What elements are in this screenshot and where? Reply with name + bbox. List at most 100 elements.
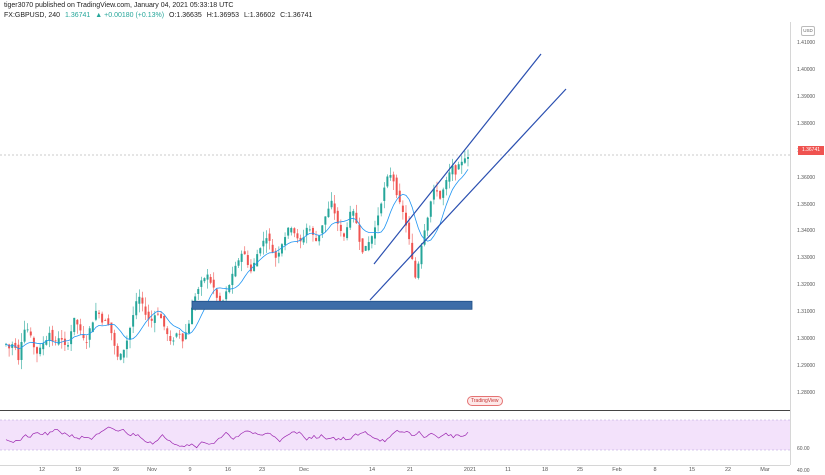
candle-body [144, 306, 147, 315]
time-axis-label: Nov [147, 467, 157, 473]
price-chart-canvas[interactable] [0, 22, 790, 410]
candle-body [280, 244, 283, 254]
candle-body [147, 311, 150, 320]
candle-body [392, 174, 395, 182]
candle-body [11, 344, 14, 348]
time-axis-label: Mar [760, 467, 770, 473]
candle-body [14, 342, 17, 348]
candle-body [48, 332, 51, 342]
candle-body [463, 158, 466, 163]
price-axis-label: 1.28000 [797, 389, 816, 396]
candle-body [420, 245, 423, 265]
candle-body [79, 324, 82, 331]
price-axis-label: 1.30000 [797, 335, 816, 342]
candle-body [411, 242, 414, 260]
time-axis-label: 11 [505, 467, 511, 473]
candle-body [29, 331, 32, 336]
candle-body [187, 323, 190, 334]
price-axis-label: 1.34000 [797, 228, 816, 235]
candle-body [414, 260, 417, 278]
candle-body [243, 251, 246, 255]
candle-body [237, 260, 240, 266]
candle-body [370, 236, 373, 244]
candle-body [153, 315, 156, 323]
candle-body [439, 190, 442, 199]
candle-body [305, 227, 308, 236]
candle-body [200, 280, 203, 287]
candle-body [367, 242, 370, 251]
time-axis-label: 16 [224, 467, 232, 473]
candle-body [215, 289, 218, 298]
candle-body [296, 233, 299, 239]
change-arrow-icon: ▲ [95, 12, 103, 19]
price-axis-label: 1.31000 [797, 309, 816, 315]
candle-body [110, 322, 113, 334]
candle-body [125, 340, 128, 350]
candle-body [163, 315, 166, 327]
candle-body [141, 297, 144, 304]
candle-body [386, 176, 389, 187]
ohlc-low: L:1.36602 [243, 12, 276, 19]
rsi-indicator-pane[interactable] [0, 410, 790, 465]
price-axis-label: 1.33000 [797, 255, 816, 262]
candle-body [54, 340, 57, 342]
time-axis-label: 18 [541, 467, 549, 473]
price-axis[interactable]: 1.410001.400001.390001.380001.370001.360… [790, 22, 825, 474]
candle-body [225, 291, 228, 300]
time-axis-label: 22 [724, 467, 732, 473]
candle-body [457, 164, 460, 170]
price-axis-label: 1.35000 [797, 201, 816, 208]
candle-body [467, 157, 469, 159]
candle-body [63, 338, 66, 345]
ohlc-close: C:1.36741 [280, 12, 313, 19]
candle-body [175, 333, 178, 337]
price-axis-label: 1.29000 [797, 362, 816, 369]
candle-body [395, 177, 398, 196]
time-axis-label: 9 [188, 467, 192, 473]
candle-body [20, 341, 23, 360]
time-axis[interactable]: 12 19 26 Nov 9 16 23 Dec 14 21 2021 11 18 25 Feb 8 15 22 M… [0, 465, 790, 475]
candle-body [302, 237, 305, 243]
candle-body [156, 313, 159, 315]
candle-body [290, 228, 293, 233]
candle-body [274, 250, 277, 258]
symbol-legend[interactable]: FX:GBPUSD, 240 1.36741 ▲ +0.00180 (+0.13… [4, 11, 312, 20]
candle-body [129, 327, 132, 340]
candle-body [355, 212, 358, 224]
candle-body [132, 315, 135, 327]
candle-body [172, 340, 175, 342]
candle-body [352, 211, 355, 216]
time-axis-label: Feb [612, 467, 622, 473]
candle-body [184, 332, 187, 340]
candle-body [70, 331, 73, 345]
support-zone-rectangle[interactable] [191, 300, 473, 310]
channel-upper-trendline[interactable] [373, 53, 542, 265]
candle-body [191, 307, 194, 325]
price-chart-pane[interactable] [0, 22, 790, 410]
rsi-band [0, 420, 790, 450]
candle-body [228, 285, 231, 293]
candle-body [246, 255, 249, 265]
rsi-canvas[interactable] [0, 410, 790, 465]
candle-body [138, 296, 141, 304]
candle-body [36, 347, 39, 354]
currency-label[interactable]: USD [801, 26, 815, 36]
rsi-line [5, 426, 469, 449]
symbol-label[interactable]: FX:GBPUSD, 240 [4, 12, 61, 19]
candle-body [259, 248, 262, 254]
candle-body [218, 295, 221, 305]
candle-body [101, 313, 104, 323]
candle-body [203, 278, 206, 282]
candle-body [94, 310, 97, 320]
candle-body [197, 289, 200, 294]
candle-body [293, 228, 296, 234]
candle-body [442, 189, 445, 198]
time-axis-label: 12 [38, 467, 46, 473]
publisher-line: tiger3070 published on TradingView.com, … [4, 2, 234, 9]
last-price-tag: 1.36741 [798, 146, 824, 155]
candle-body [181, 333, 184, 342]
channel-lower-trendline[interactable] [369, 88, 567, 301]
candle-body [336, 210, 339, 224]
candle-body [327, 208, 330, 218]
